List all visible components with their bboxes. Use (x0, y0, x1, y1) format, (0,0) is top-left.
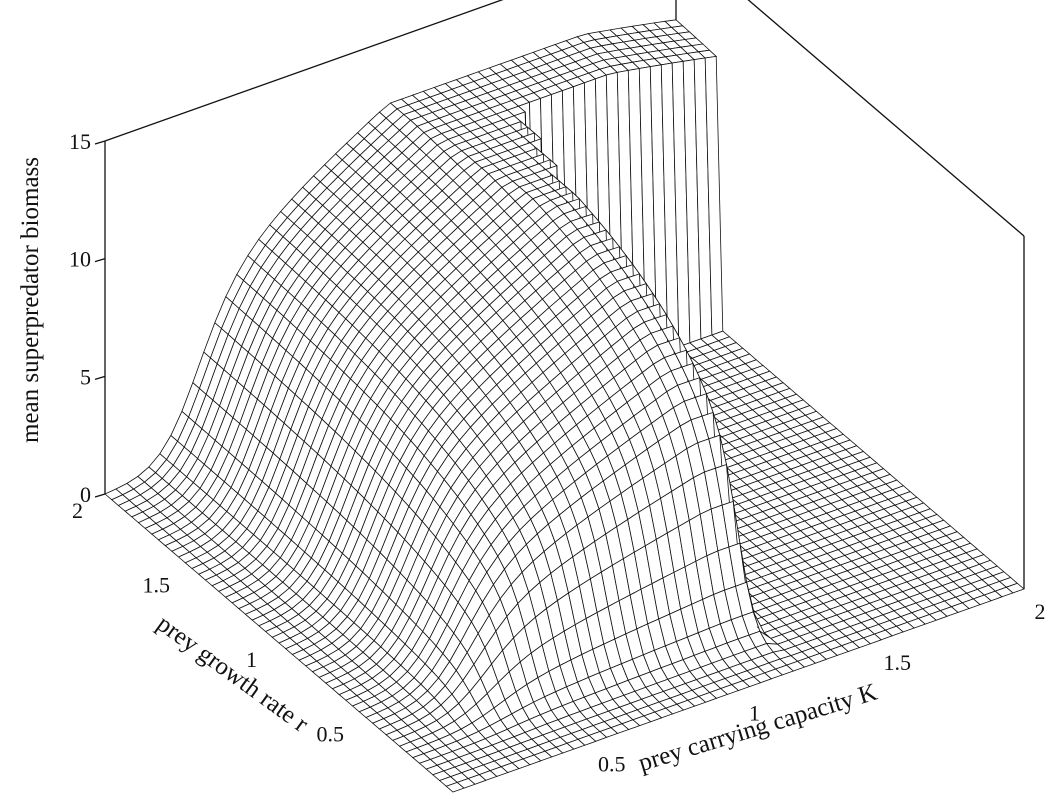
z-tick-label: 5 (80, 364, 91, 389)
back-top-edge (104, 0, 504, 142)
surface-cell (1005, 582, 1025, 594)
z-tick-label: 0 (80, 482, 91, 507)
z-tick-label: 15 (69, 129, 91, 154)
z-tick-mark (94, 258, 106, 263)
y-tick-label: 1.5 (143, 573, 171, 598)
z-tick-mark (94, 493, 106, 498)
x-tick-label: 0.5 (598, 751, 626, 776)
y-tick-label: 2 (72, 498, 83, 523)
z-tick-label: 10 (69, 247, 91, 272)
y-tick-label: 1 (246, 647, 257, 672)
z-tick-mark (94, 375, 106, 380)
z-axis-label: mean superpredator biomass (17, 157, 44, 443)
z-tick-mark (94, 140, 106, 145)
tick-labels: 05101500.511.5200.511.52 (69, 129, 1046, 797)
surface-mesh (104, 19, 1025, 793)
x-tick-label: 2 (1035, 599, 1046, 624)
x-tick-label: 1.5 (884, 650, 912, 675)
y-tick-label: 0.5 (317, 722, 345, 747)
right-top-edge (747, 0, 1025, 237)
x-tick-label: 1 (749, 701, 760, 726)
